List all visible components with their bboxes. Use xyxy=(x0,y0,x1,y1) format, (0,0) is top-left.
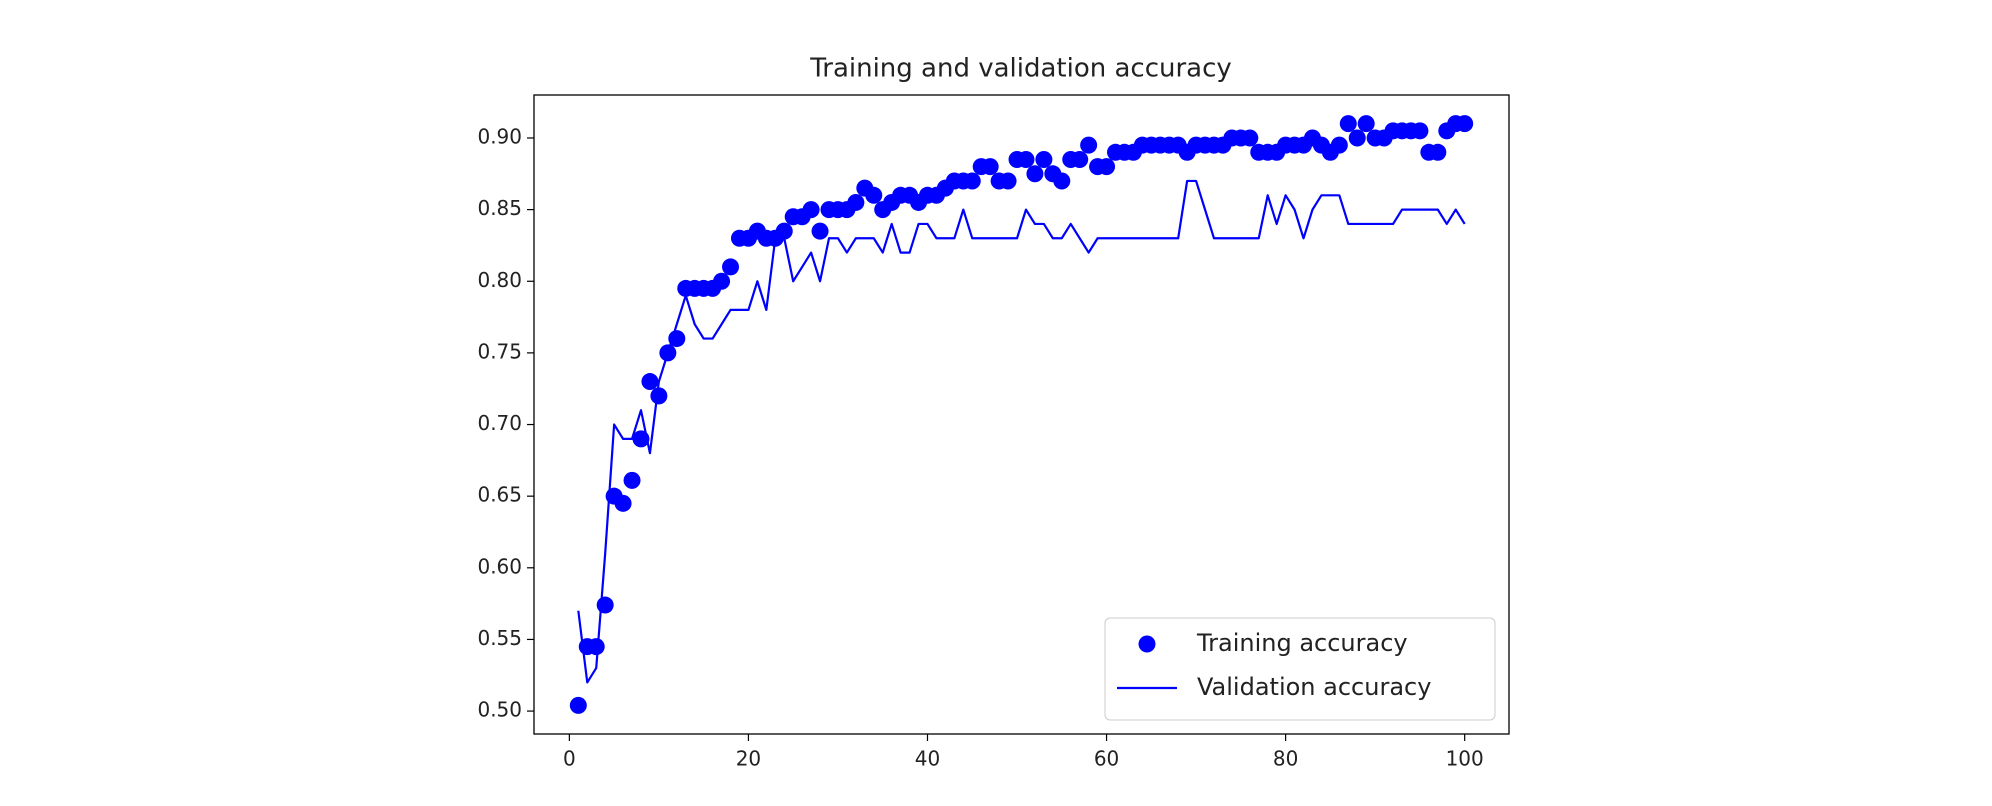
training-point xyxy=(999,172,1017,190)
y-tick-label: 0.75 xyxy=(477,339,522,363)
y-tick-label: 0.60 xyxy=(477,554,522,578)
training-point xyxy=(1429,143,1447,161)
training-point xyxy=(865,186,883,204)
y-tick-label: 0.70 xyxy=(477,411,522,435)
y-tick-label: 0.80 xyxy=(477,268,522,292)
x-tick-label: 60 xyxy=(1094,747,1119,771)
training-point xyxy=(1456,115,1474,133)
training-point xyxy=(963,172,981,190)
plot-frame xyxy=(533,94,1510,735)
training-point xyxy=(713,272,731,290)
training-point xyxy=(1098,158,1116,176)
training-point xyxy=(802,201,820,219)
x-tick-label: 20 xyxy=(736,747,761,771)
x-tick-label: 40 xyxy=(915,747,940,771)
chart-title: Training and validation accuracy xyxy=(809,54,1232,84)
training-point xyxy=(1035,150,1053,168)
training-point xyxy=(1071,150,1089,168)
legend-label: Training accuracy xyxy=(1196,629,1408,657)
training-point xyxy=(587,638,605,656)
training-point xyxy=(641,373,659,391)
legend-label: Validation accuracy xyxy=(1197,673,1431,701)
training-point xyxy=(650,387,668,405)
y-tick-label: 0.85 xyxy=(477,196,522,220)
training-point xyxy=(1357,115,1375,133)
training-point xyxy=(1026,165,1044,183)
legend-box xyxy=(1104,617,1496,721)
training-point xyxy=(775,222,793,240)
training-point xyxy=(1241,129,1259,147)
training-point xyxy=(847,193,865,211)
training-point xyxy=(981,158,999,176)
x-tick-label: 0 xyxy=(563,747,576,771)
training-point xyxy=(1080,136,1098,154)
legend-marker xyxy=(1138,635,1156,653)
y-tick-label: 0.50 xyxy=(477,698,522,722)
x-tick-label: 100 xyxy=(1446,747,1484,771)
y-tick-label: 0.90 xyxy=(477,124,522,148)
training-point xyxy=(623,471,641,489)
training-point xyxy=(1348,129,1366,147)
x-tick-label: 80 xyxy=(1273,747,1298,771)
y-tick-label: 0.55 xyxy=(477,626,522,650)
training-point xyxy=(1017,150,1035,168)
training-point xyxy=(1053,172,1071,190)
validation-line xyxy=(577,179,1466,684)
training-point xyxy=(1339,115,1357,133)
training-point xyxy=(596,596,614,614)
training-point xyxy=(811,222,829,240)
training-point xyxy=(722,258,740,276)
y-tick-label: 0.65 xyxy=(477,483,522,507)
training-point xyxy=(1411,122,1429,140)
training-point xyxy=(614,494,632,512)
training-point xyxy=(569,696,587,714)
training-point xyxy=(1330,136,1348,154)
